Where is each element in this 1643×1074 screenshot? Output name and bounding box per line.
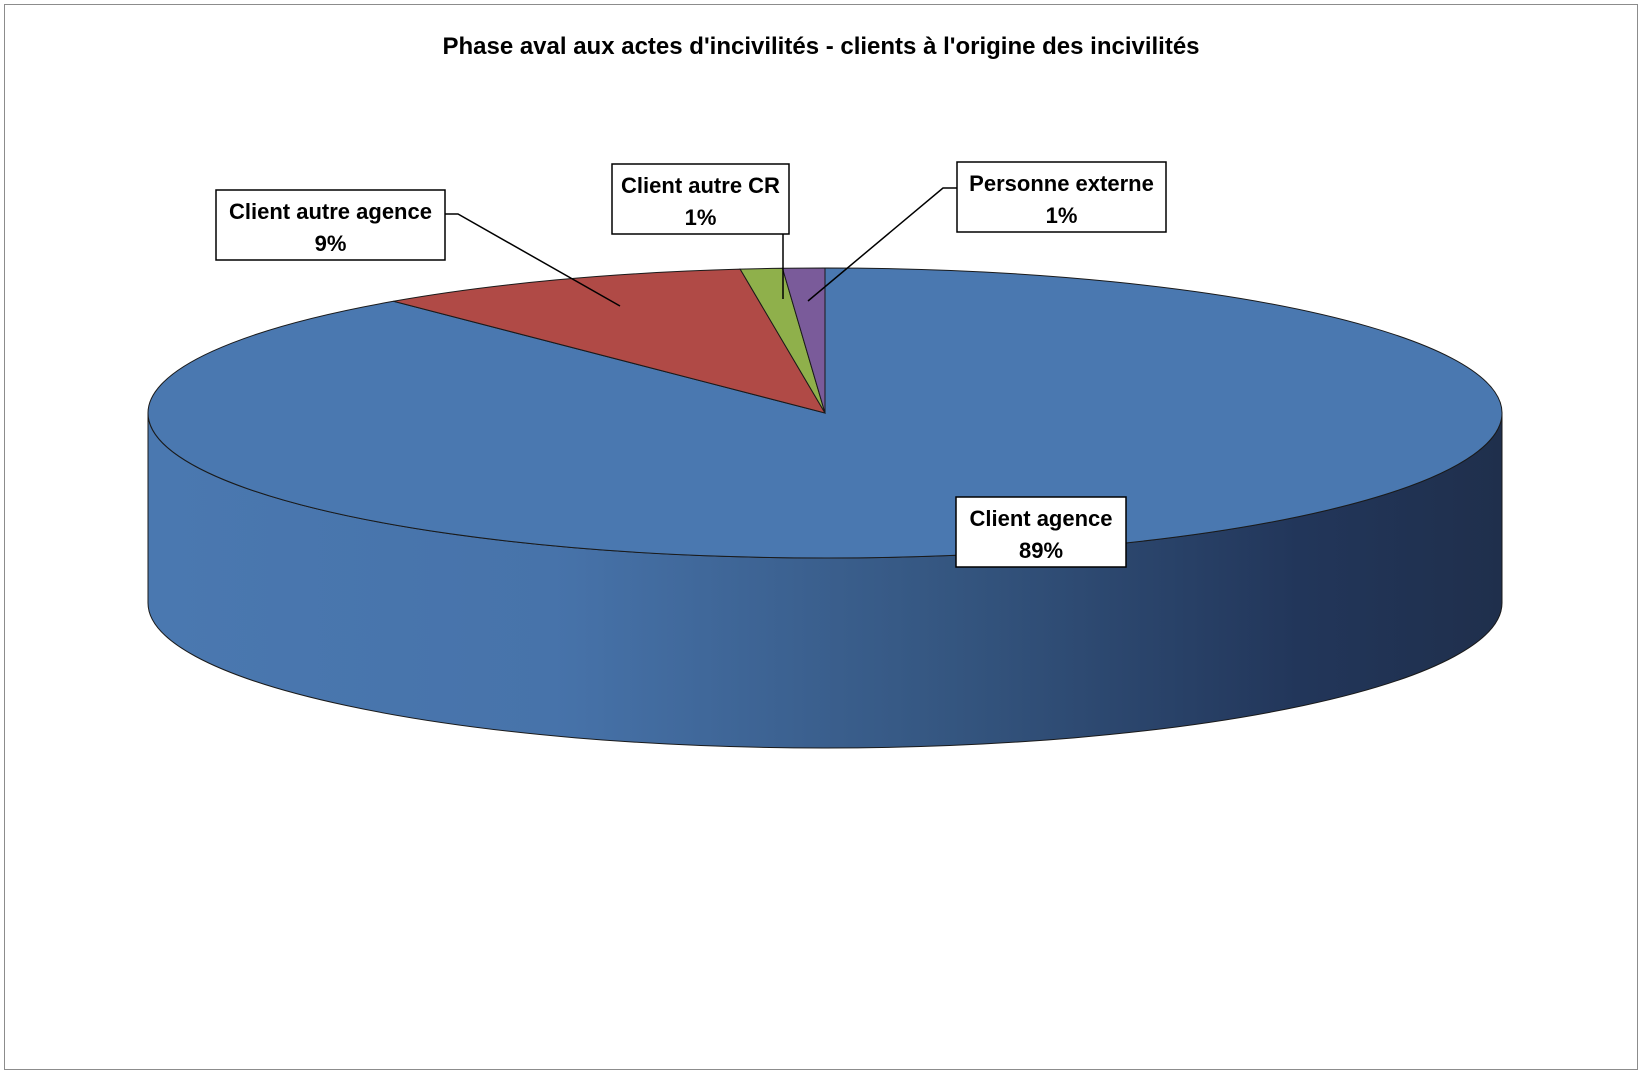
data-label-category-2: Client autre agence: [229, 199, 432, 224]
pie-slice-2: [393, 268, 827, 414]
data-label-category-3: Client autre CR: [621, 173, 780, 198]
data-label-box-4: [956, 161, 1167, 233]
data-label-value-1: 89%: [1019, 538, 1063, 563]
data-label-box-1: [955, 496, 1127, 568]
data-label-value-3: 1%: [685, 205, 717, 230]
data-label-category-1: Client agence: [969, 506, 1112, 531]
data-label-category-4: Personne externe: [969, 171, 1154, 196]
data-label-value-4: 1%: [1046, 203, 1078, 228]
leader-line-4: [807, 187, 957, 302]
data-label-value-2: 9%: [315, 231, 347, 256]
chart-title: Phase aval aux actes d'incivilités - cli…: [442, 33, 1200, 60]
leader-line-2: [445, 213, 621, 307]
data-label-box-2: [215, 189, 446, 261]
data-label-box-3: [611, 163, 790, 235]
